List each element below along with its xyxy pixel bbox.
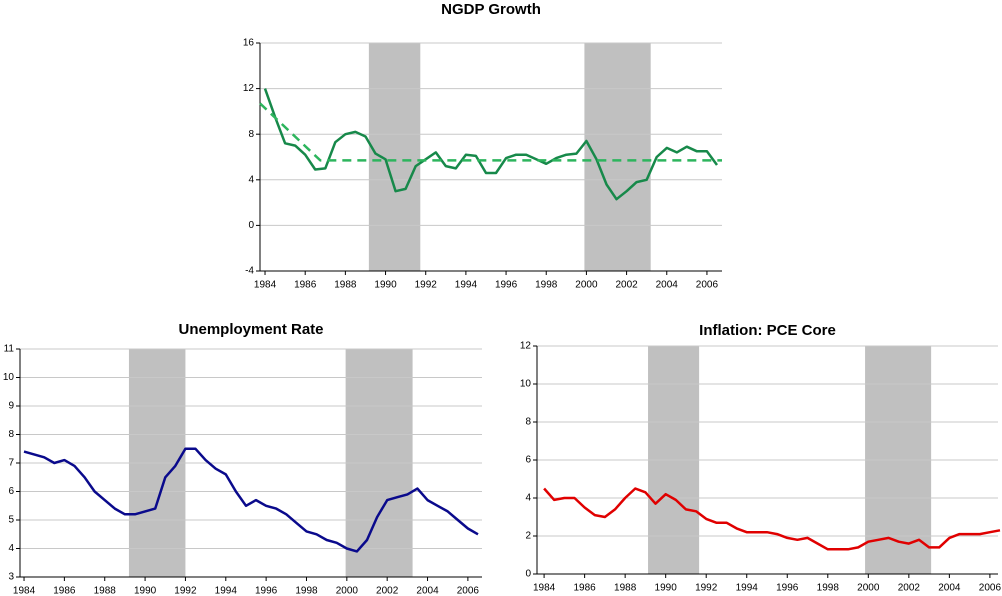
x-tick-label: 2006 [979,583,1002,594]
x-tick-label: 1994 [215,586,238,596]
y-tick-label: 10 [3,372,15,383]
x-tick-label: 2004 [656,280,679,291]
x-tick-label: 2000 [857,583,880,594]
chart: Unemployment Rate 3 4 5 6 7 8 9 10 11 1984 1986 1988… [3,321,482,596]
series-line [543,487,1001,551]
x-tick-label: 2000 [575,280,598,291]
x-tick-label: 1990 [374,280,397,291]
x-tick-label: 1998 [295,586,318,596]
x-tick-label: 1988 [94,586,117,596]
y-tick-label: 5 [8,515,14,526]
chart-title: NGDP Growth [441,1,541,18]
chart-title: Unemployment Rate [178,321,323,338]
y-tick-label: 6 [8,486,14,497]
x-tick-label: 1986 [573,583,596,594]
chart: NGDP Growth -4 0 4 8 12 16 1984 1986 1988 1990 1992… [243,1,722,291]
y-tick-label: 6 [525,455,531,466]
y-tick-label: 0 [525,569,531,580]
chart-title: Inflation: PCE Core [699,322,836,339]
y-tick-label: 3 [8,572,14,583]
x-tick-label: 1990 [655,583,678,594]
x-tick-label: 1994 [736,583,759,594]
x-tick-label: 2006 [457,586,480,596]
series-line [23,447,479,553]
y-tick-label: 8 [8,429,14,440]
x-tick-label: 1984 [13,586,36,596]
x-tick-label: 1990 [134,586,157,596]
x-tick-label: 1986 [53,586,76,596]
y-tick-label: 7 [8,458,14,469]
y-tick-label: 16 [243,38,255,49]
x-tick-label: 1986 [294,280,317,291]
x-tick-label: 1988 [614,583,637,594]
y-tick-label: 0 [248,220,254,231]
chart: Inflation: PCE Core 0 2 4 6 8 10 12 1984 1986 1988… [520,322,1002,594]
x-tick-label: 1998 [535,280,558,291]
x-tick-label: 1998 [817,583,840,594]
y-tick-label: 8 [525,417,531,428]
x-tick-label: 1984 [533,583,556,594]
y-tick-label: 4 [248,174,254,185]
y-tick-label: 4 [8,543,14,554]
y-tick-label: 2 [525,531,531,542]
x-tick-label: 2006 [696,280,719,291]
y-tick-label: -4 [245,266,254,277]
x-tick-label: 2002 [376,586,399,596]
y-tick-label: 12 [243,83,255,94]
x-tick-label: 2000 [336,586,359,596]
series-line [259,102,722,162]
x-tick-label: 1992 [695,583,718,594]
x-tick-label: 2004 [938,583,961,594]
x-tick-label: 2002 [898,583,921,594]
recession-band [368,43,421,271]
x-tick-label: 1996 [495,280,518,291]
x-tick-label: 2002 [615,280,638,291]
x-tick-label: 1994 [455,280,478,291]
x-tick-label: 1992 [174,586,197,596]
y-tick-label: 4 [525,493,531,504]
y-tick-label: 10 [520,379,532,390]
y-tick-label: 12 [520,341,532,352]
x-tick-label: 1996 [255,586,278,596]
x-tick-label: 2004 [416,586,439,596]
y-tick-label: 9 [8,401,14,412]
x-tick-label: 1996 [776,583,799,594]
y-tick-label: 8 [248,129,254,140]
x-tick-label: 1988 [334,280,357,291]
x-tick-label: 1992 [415,280,438,291]
x-tick-label: 1984 [254,280,277,291]
series-line [263,88,719,201]
y-tick-label: 11 [4,344,15,355]
